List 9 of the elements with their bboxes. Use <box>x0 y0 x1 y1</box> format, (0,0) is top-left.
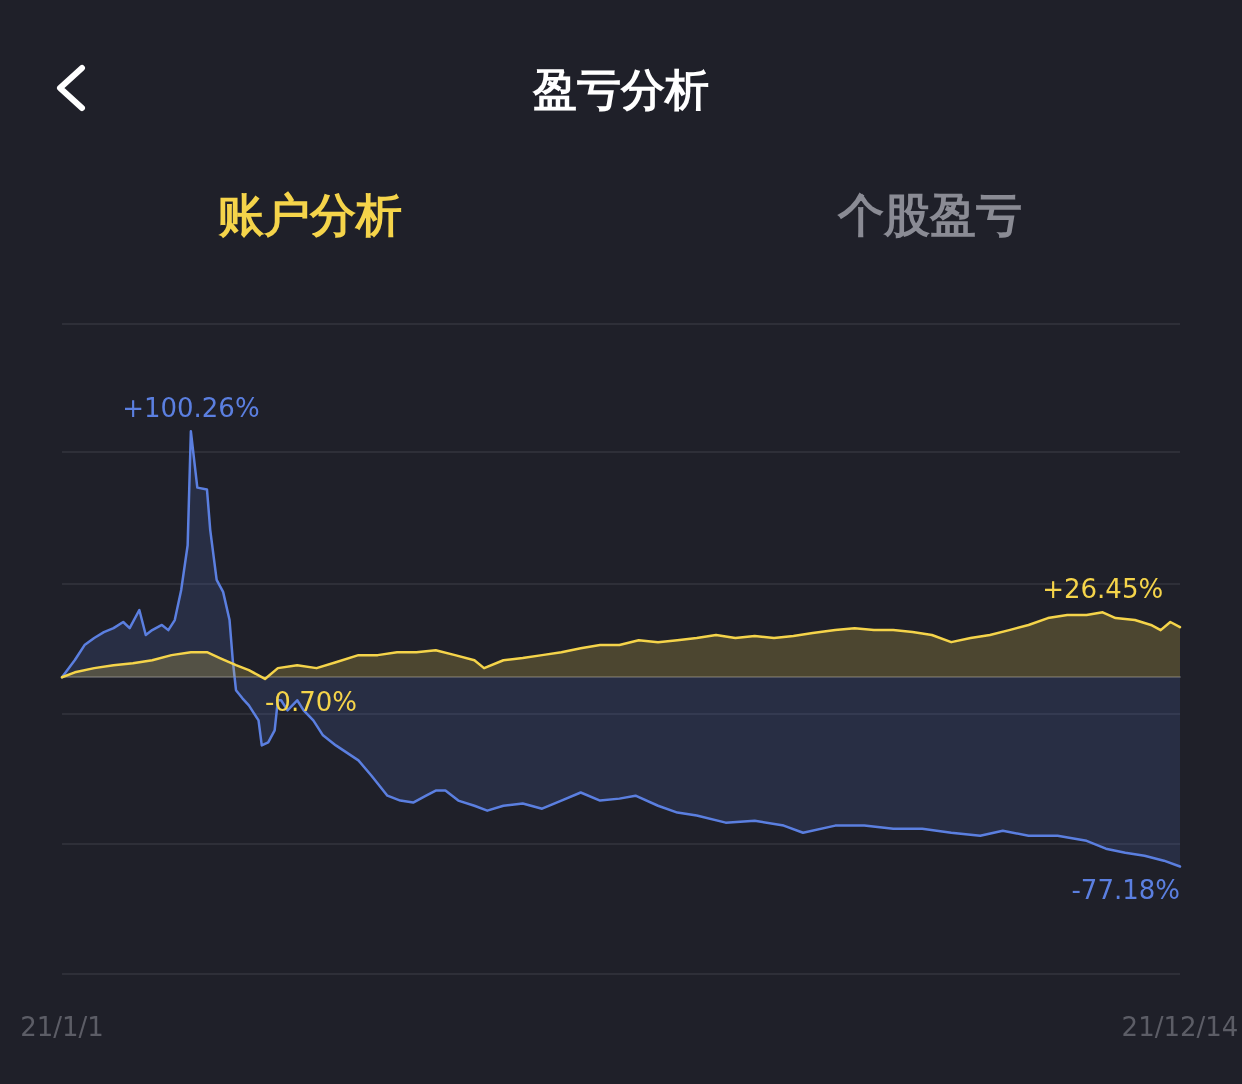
data-label: -0.70% <box>264 686 357 717</box>
x-tick-label: 21/12/14 <box>1121 1012 1239 1042</box>
text: 账户分析 <box>218 188 402 242</box>
data-label: -77.18% <box>1071 874 1180 905</box>
data-label: +26.45% <box>1042 574 1164 605</box>
data-label: +100.26% <box>122 393 260 424</box>
x-tick-label: 21/1/1 <box>20 1012 104 1042</box>
chart-title: 盈亏分析 <box>532 63 709 115</box>
text: 个股盈亏 <box>837 188 1022 242</box>
